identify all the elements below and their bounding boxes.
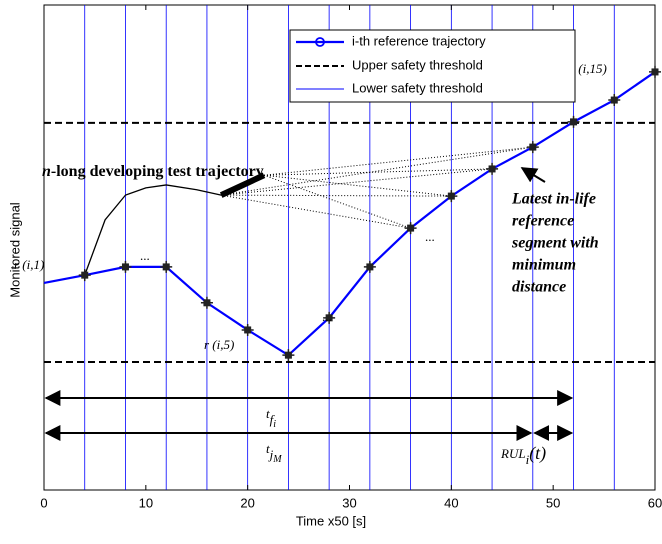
tj-base: t <box>266 441 270 456</box>
marker-cross <box>282 349 295 362</box>
marker-cross <box>363 260 376 273</box>
legend: i-th reference trajectory Upper safety th… <box>289 29 576 103</box>
test-label-n: n <box>42 163 51 180</box>
rul-label: RULi(t) <box>500 443 546 467</box>
rul-base: RUL <box>500 446 526 461</box>
tf-sub: f <box>270 412 276 427</box>
match-line <box>221 168 493 196</box>
legend-label: Upper safety threshold <box>352 57 483 72</box>
reference-point <box>445 190 458 203</box>
reference-point <box>200 296 213 309</box>
x-tick-label: 60 <box>648 495 662 510</box>
match-line <box>263 168 493 176</box>
marker-cross <box>78 269 91 282</box>
label-r1: r (i,1) <box>14 257 44 272</box>
marker-cross <box>608 94 621 107</box>
legend-label: Lower safety threshold <box>352 80 483 95</box>
latest-label: minimum <box>512 257 576 274</box>
reference-point <box>567 115 580 128</box>
test-segment <box>219 172 266 198</box>
latest-label: distance <box>512 279 566 296</box>
y-axis-label: Monitored signal <box>7 202 22 297</box>
label-r5: r (i,5) <box>204 337 234 352</box>
legend-marker <box>315 37 325 47</box>
marker-cross <box>526 141 539 154</box>
reference-point <box>608 94 621 107</box>
reference-point <box>649 65 661 78</box>
reference-point <box>282 349 295 362</box>
x-tick-label: 10 <box>139 495 153 510</box>
rul-sub: i <box>526 452 530 467</box>
marker-cross <box>200 296 213 309</box>
reference-point <box>160 260 173 273</box>
reference-point <box>119 260 132 273</box>
test-trajectory <box>84 184 222 276</box>
marker-cross <box>119 260 132 273</box>
latest-arrow <box>520 167 546 183</box>
tj-subsub: M <box>272 454 282 465</box>
reference-point <box>241 323 254 336</box>
marker-cross <box>445 190 458 203</box>
x-tick-label: 40 <box>444 495 458 510</box>
legend-label: i-th reference trajectory <box>352 33 486 48</box>
dots: ... <box>425 229 435 244</box>
reference-point <box>78 269 91 282</box>
latest-label: Latest in-life <box>511 191 596 208</box>
reference-point <box>323 311 336 324</box>
marker-cross <box>404 222 417 235</box>
latest-label: reference <box>512 213 574 230</box>
x-tick-label: 20 <box>240 495 254 510</box>
dots: ... <box>322 309 332 324</box>
marker-cross <box>160 260 173 273</box>
marker-cross <box>241 323 254 336</box>
test-label-text: -long developing test trajectory <box>51 163 264 180</box>
rul-arg: (t) <box>529 443 546 464</box>
match-line <box>221 194 411 229</box>
label-r15: r (i,15) <box>570 61 607 76</box>
match-line <box>221 146 533 196</box>
match-line <box>263 146 533 176</box>
match-line <box>221 194 452 197</box>
test-label: n-long developing test trajectory <box>42 163 264 180</box>
tf-label: tfi <box>266 406 276 430</box>
reference-point <box>526 141 539 154</box>
x-axis-label: Time x50 [s] <box>296 513 366 528</box>
marker-cross <box>486 162 499 175</box>
reference-point <box>363 260 376 273</box>
tj-label: tjM <box>266 441 282 465</box>
x-tick-label: 0 <box>40 495 47 510</box>
x-tick-label: 50 <box>546 495 560 510</box>
reference-line <box>43 71 656 357</box>
marker-cross <box>323 311 336 324</box>
match-line <box>263 174 411 229</box>
x-tick-label: 30 <box>342 495 356 510</box>
tj-sub: j <box>268 447 274 462</box>
reference-point <box>486 162 499 175</box>
tf-subsub: i <box>273 419 276 430</box>
match-line <box>263 174 452 197</box>
tf-base: t <box>266 406 270 421</box>
latest-label: segment with <box>511 235 599 252</box>
reference-point <box>404 222 417 235</box>
marker-cross <box>649 65 661 78</box>
dots: ... <box>140 248 150 263</box>
marker-cross <box>567 115 580 128</box>
